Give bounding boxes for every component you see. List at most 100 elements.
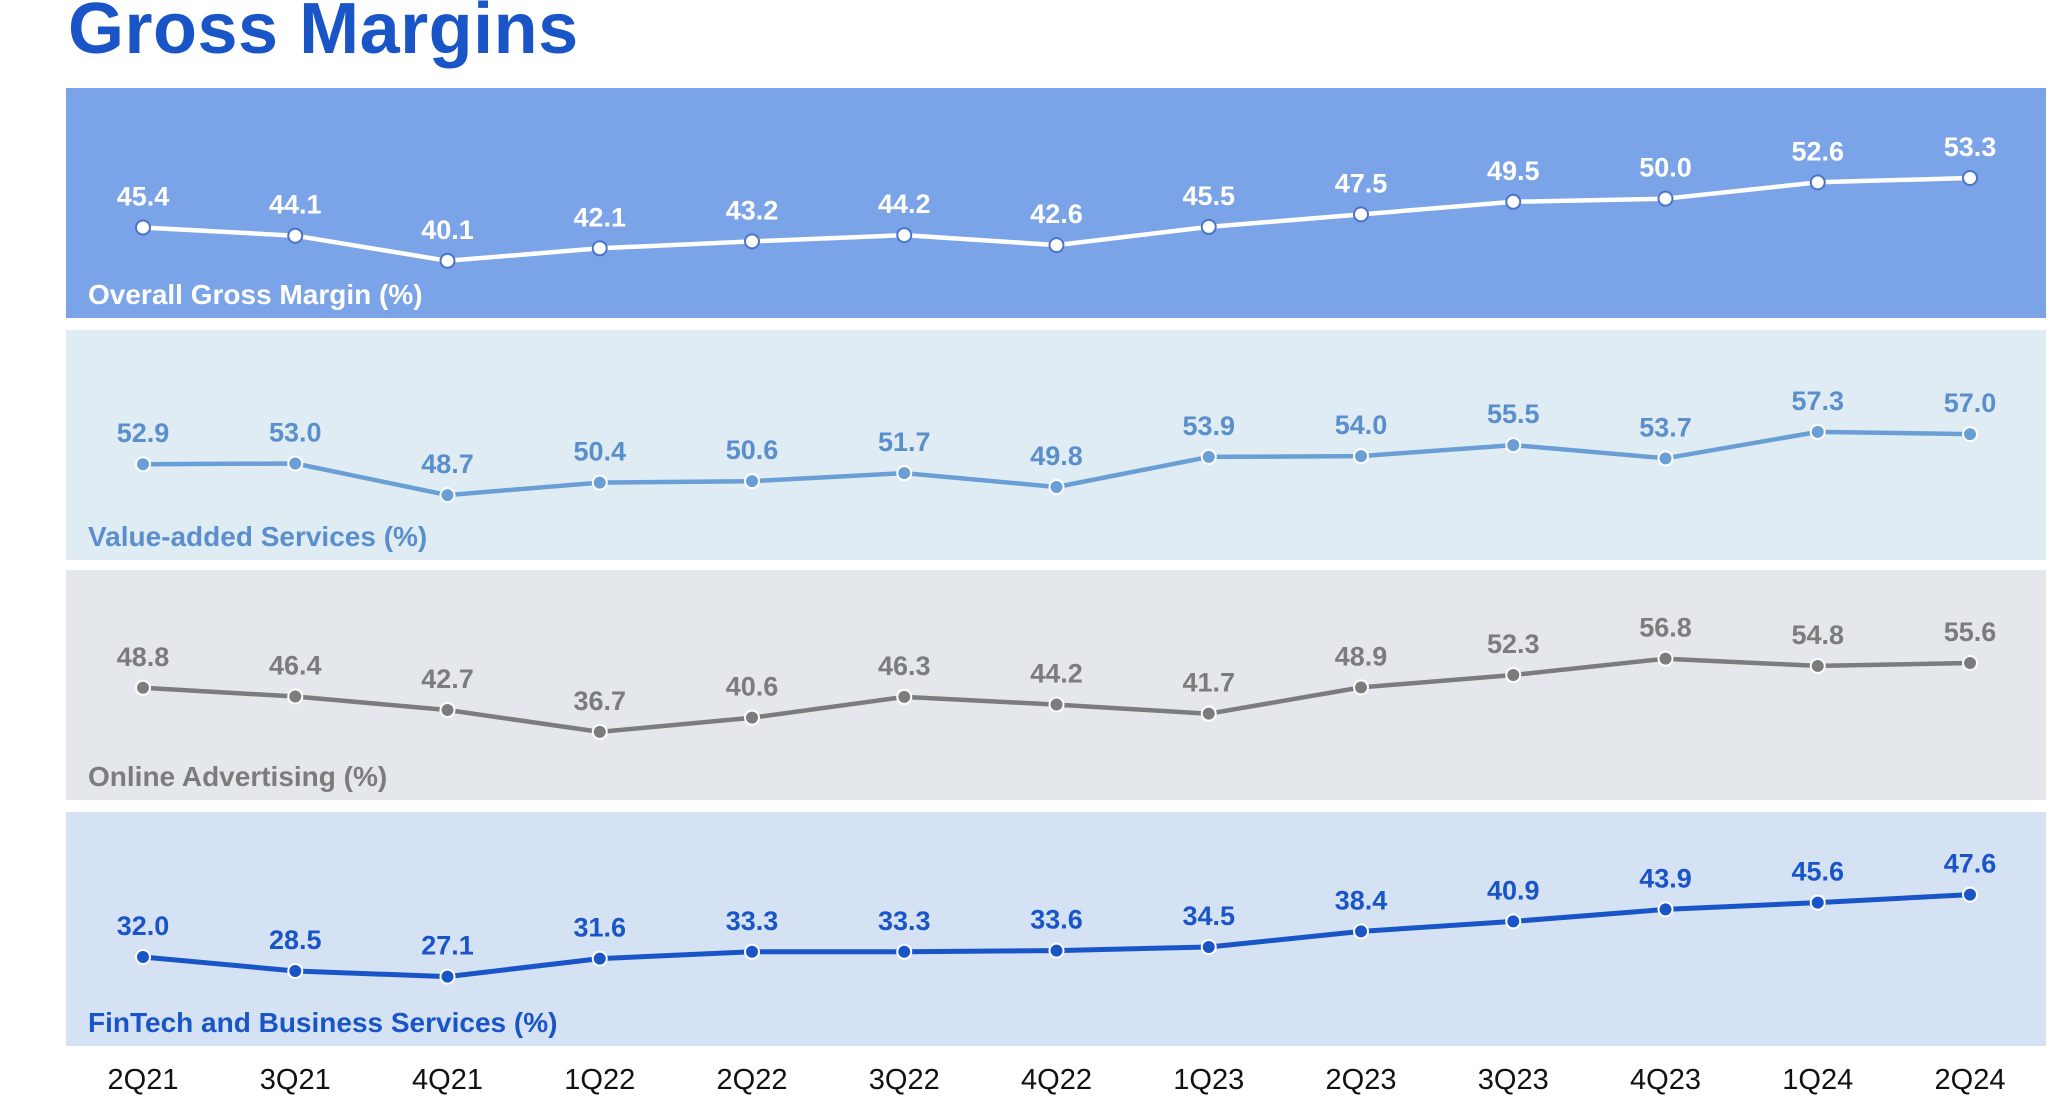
series-title-2: Online Advertising (%)	[88, 761, 387, 792]
data-label-2-1: 46.4	[269, 651, 322, 681]
data-point-1-1	[287, 455, 304, 472]
data-label-0-2: 40.1	[421, 215, 474, 245]
data-label-2-4: 40.6	[726, 672, 779, 702]
data-point-2-5	[896, 688, 913, 705]
data-point-1-4	[744, 473, 760, 490]
data-label-2-0: 48.8	[117, 642, 170, 672]
data-label-2-5: 46.3	[878, 651, 931, 681]
data-label-3-9: 40.9	[1487, 875, 1540, 905]
data-point-3-1	[287, 963, 304, 979]
data-label-1-8: 54.0	[1335, 410, 1388, 440]
panel-3	[66, 812, 2046, 1046]
data-point-0-5	[896, 227, 913, 244]
data-label-1-1: 53.0	[269, 418, 322, 448]
data-point-1-9	[1505, 437, 1522, 454]
data-point-0-7	[1200, 218, 1217, 235]
data-label-1-5: 51.7	[878, 427, 931, 457]
page-title: Gross Margins	[68, 0, 579, 69]
data-point-0-6	[1048, 237, 1065, 254]
data-point-3-11	[1809, 894, 1826, 911]
data-point-3-6	[1048, 942, 1065, 959]
data-label-1-7: 53.9	[1182, 411, 1235, 441]
data-point-1-6	[1048, 479, 1065, 496]
x-tick-label-0: 2Q21	[108, 1064, 179, 1096]
data-point-3-0	[135, 949, 151, 965]
x-tick-label-5: 3Q22	[869, 1064, 940, 1096]
data-label-3-3: 31.6	[573, 913, 626, 943]
data-label-2-12: 55.6	[1944, 617, 1997, 647]
x-tick-label-12: 2Q24	[1935, 1064, 2006, 1096]
data-label-2-8: 48.9	[1335, 641, 1388, 671]
data-point-2-2	[439, 702, 456, 719]
data-point-3-10	[1657, 901, 1674, 918]
data-point-0-1	[287, 227, 304, 244]
data-point-3-12	[1962, 886, 1978, 903]
x-tick-label-6: 4Q22	[1021, 1064, 1092, 1096]
data-point-3-9	[1505, 913, 1522, 930]
data-label-0-11: 52.6	[1791, 136, 1844, 166]
data-point-1-0	[135, 456, 151, 473]
data-point-3-3	[591, 950, 608, 967]
data-label-1-2: 48.7	[421, 449, 474, 479]
data-label-0-5: 44.2	[878, 189, 931, 219]
data-point-3-5	[896, 943, 913, 960]
data-label-0-1: 44.1	[269, 190, 322, 220]
data-point-3-8	[1353, 923, 1369, 940]
data-label-0-0: 45.4	[117, 182, 170, 212]
data-label-0-9: 49.5	[1487, 156, 1540, 186]
panel-1	[66, 330, 2046, 560]
data-point-0-12	[1962, 169, 1978, 186]
data-point-1-10	[1657, 450, 1674, 467]
x-tick-label-2: 4Q21	[412, 1064, 483, 1096]
panel-2	[66, 570, 2046, 800]
x-tick-label-8: 2Q23	[1326, 1064, 1397, 1096]
data-point-1-12	[1962, 426, 1978, 443]
data-label-1-11: 57.3	[1791, 386, 1844, 416]
data-point-0-10	[1657, 190, 1674, 207]
data-label-0-7: 45.5	[1182, 181, 1235, 211]
data-label-2-10: 56.8	[1639, 613, 1692, 643]
data-label-3-5: 33.3	[878, 906, 931, 936]
data-point-1-8	[1353, 448, 1369, 465]
data-label-2-7: 41.7	[1182, 668, 1235, 698]
data-label-2-2: 42.7	[421, 664, 474, 694]
data-point-2-12	[1962, 655, 1978, 672]
data-label-3-12: 47.6	[1944, 849, 1997, 879]
data-label-1-3: 50.4	[573, 437, 626, 467]
data-label-0-12: 53.3	[1944, 132, 1997, 162]
x-tick-label-3: 1Q22	[564, 1064, 635, 1096]
data-label-1-9: 55.5	[1487, 399, 1540, 429]
data-label-1-10: 53.7	[1639, 412, 1692, 442]
x-tick-label-10: 4Q23	[1630, 1064, 1701, 1096]
series-title-0: Overall Gross Margin (%)	[88, 279, 423, 310]
data-label-3-11: 45.6	[1791, 857, 1844, 887]
data-label-1-6: 49.8	[1030, 441, 1083, 471]
data-point-0-8	[1353, 206, 1369, 223]
data-point-3-7	[1200, 939, 1217, 955]
data-label-3-10: 43.9	[1639, 863, 1692, 893]
data-point-3-4	[744, 943, 760, 960]
data-label-2-3: 36.7	[573, 686, 626, 716]
data-point-2-3	[591, 723, 608, 740]
data-label-3-4: 33.3	[726, 906, 779, 936]
data-label-1-12: 57.0	[1944, 388, 1997, 418]
data-label-0-10: 50.0	[1639, 153, 1692, 183]
data-point-2-10	[1657, 650, 1674, 667]
data-point-1-5	[896, 465, 913, 482]
x-tick-label-4: 2Q22	[717, 1064, 788, 1096]
x-tick-label-7: 1Q23	[1173, 1064, 1244, 1096]
data-label-2-9: 52.3	[1487, 629, 1540, 659]
data-point-2-8	[1353, 679, 1369, 696]
panel-0	[66, 88, 2046, 318]
data-label-3-2: 27.1	[421, 931, 474, 961]
data-point-1-3	[591, 474, 608, 491]
series-title-3: FinTech and Business Services (%)	[88, 1007, 557, 1038]
data-point-2-4	[744, 709, 760, 726]
data-point-0-2	[439, 252, 456, 269]
data-point-0-9	[1505, 193, 1522, 210]
data-point-2-7	[1200, 705, 1217, 722]
data-label-3-8: 38.4	[1335, 885, 1388, 915]
data-label-2-11: 54.8	[1791, 620, 1844, 650]
data-label-3-1: 28.5	[269, 925, 322, 955]
